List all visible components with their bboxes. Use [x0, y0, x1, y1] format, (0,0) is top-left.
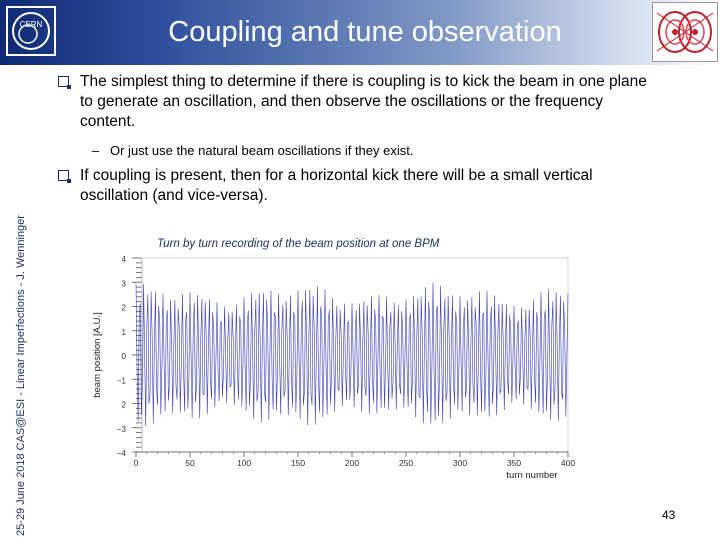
bullet-2: If coupling is present, then for a horiz… — [58, 166, 658, 206]
dash-icon: – — [92, 143, 100, 158]
beam-position-series-line — [135, 282, 569, 426]
bullet-marker-icon — [58, 170, 71, 183]
beam-position-chart: 4 3 2 1 0 −1 2 −3 −4 beam position [A.U.] 0 50 100 15… — [80, 252, 580, 482]
sub-bullet-1-text: Or just use the natural beam oscillation… — [110, 143, 414, 158]
y-tick-label: 2 — [122, 401, 127, 410]
y-tick-label: 0 — [122, 352, 127, 361]
chart-svg: 4 3 2 1 0 −1 2 −3 −4 beam position [A.U.] 0 50 100 15… — [92, 255, 575, 481]
svg-text:CERN: CERN — [20, 20, 43, 29]
x-tick-label: 100 — [237, 458, 251, 468]
y-tick-label: −3 — [117, 425, 127, 434]
x-axis-label: turn number — [506, 470, 557, 481]
figure-caption: Turn by turn recording of the beam posit… — [157, 238, 440, 250]
sub-bullet-1: – Or just use the natural beam oscillatio… — [92, 142, 413, 160]
x-tick-label: 400 — [561, 458, 575, 468]
y-tick-label: −1 — [117, 376, 127, 385]
slide-title: Coupling and tune observation — [168, 16, 562, 48]
y-tick-label: −4 — [117, 449, 127, 458]
x-tick-label: 350 — [507, 458, 521, 468]
x-tick-label: 150 — [291, 458, 305, 468]
y-tick-label: 1 — [122, 328, 127, 337]
page-number: 43 — [662, 508, 676, 522]
bullet-2-text: If coupling is present, then for a horiz… — [80, 167, 593, 204]
x-tick-label: 200 — [345, 458, 359, 468]
sidebar-footer-text: 25-29 June 2018 CAS@ESI - Linear Imperfe… — [15, 215, 27, 536]
y-axis-label: beam position [A.U.] — [92, 312, 103, 398]
x-tick-label: 300 — [453, 458, 467, 468]
bullet-marker-icon — [58, 76, 71, 89]
lhc-logo-icon — [652, 2, 718, 62]
x-tick-label: 50 — [185, 458, 195, 468]
bullet-1: The simplest thing to determine if there… — [58, 72, 658, 132]
x-tick-label: 250 — [399, 458, 413, 468]
bullet-1-text: The simplest thing to determine if there… — [80, 73, 647, 130]
y-tick-label: 4 — [122, 255, 127, 264]
x-tick-label: 0 — [134, 458, 139, 468]
cern-logo-icon: CERN — [6, 6, 56, 56]
y-tick-label: 2 — [122, 304, 127, 313]
slide-header: CERN Coupling and tune observation — [0, 0, 720, 65]
y-tick-label: 3 — [122, 279, 127, 288]
